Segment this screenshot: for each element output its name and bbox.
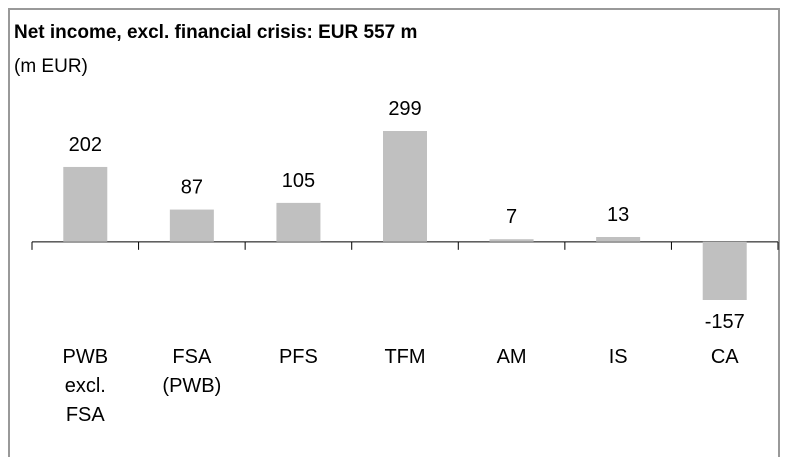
data-label: 87 (181, 177, 203, 199)
bar (489, 239, 534, 242)
frame (8, 8, 780, 457)
x-tick-label: IS (609, 346, 628, 368)
data-label: 105 (282, 170, 315, 192)
data-label: 13 (607, 204, 629, 226)
bar (63, 166, 108, 242)
chart-subtitle: (m EUR) (14, 56, 88, 77)
chart-title: Net income, excl. financial crisis: EUR … (14, 22, 417, 43)
x-tick-label: TFM (384, 346, 425, 368)
bar (276, 202, 321, 242)
x-tick-label: CA (711, 346, 739, 368)
data-label: 299 (388, 98, 421, 120)
x-tick-label: AM (497, 346, 527, 368)
bar (702, 241, 747, 300)
bar (169, 209, 214, 242)
data-label: 202 (69, 134, 102, 156)
data-label: 7 (506, 206, 517, 228)
bar (383, 131, 427, 242)
bar (596, 236, 641, 242)
x-tick-label: PWB excl. FSA (63, 346, 109, 426)
x-tick-label: FSA (PWB) (162, 346, 221, 397)
x-tick-label: PFS (279, 346, 318, 368)
data-label: -157 (705, 311, 745, 333)
